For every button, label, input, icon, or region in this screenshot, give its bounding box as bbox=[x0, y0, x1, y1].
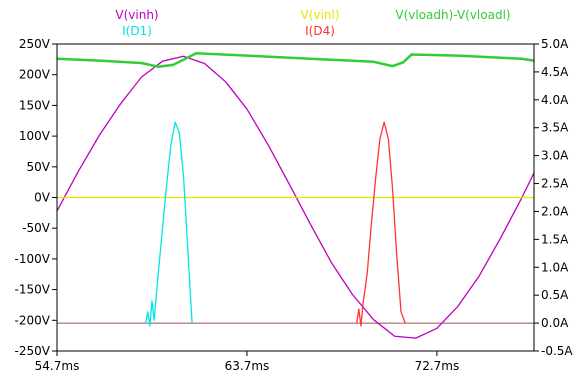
legend-entry-v-vinh: V(vinh) bbox=[115, 8, 158, 22]
left-tick-label: 200V bbox=[19, 68, 51, 82]
right-axis: 5.0A 4.5A 4.0A 3.5A 3.0A 2.5A 2.0A 1.5A 1.0A 0.5A… bbox=[534, 37, 573, 358]
legend-entry-i-d4: I(D4) bbox=[305, 24, 335, 38]
left-tick-label: 250V bbox=[19, 37, 51, 51]
legend-entry-i-d1: I(D1) bbox=[122, 24, 152, 38]
series-line-i-d1 bbox=[145, 121, 193, 327]
left-tick-label: -200V bbox=[15, 313, 51, 327]
legend-entry-v-vinl: V(vinl) bbox=[301, 8, 340, 22]
right-tick-label: 4.0A bbox=[541, 93, 569, 107]
right-tick-label: 2.5A bbox=[541, 177, 569, 191]
series-line-v-vloadh-v-vloadl bbox=[56, 51, 535, 68]
right-tick-label: 3.5A bbox=[541, 121, 569, 135]
right-tick-label: 0.0A bbox=[541, 316, 569, 330]
right-tick-label: 1.0A bbox=[541, 260, 569, 274]
left-tick-label: -100V bbox=[15, 252, 51, 266]
right-tick-label: -0.5A bbox=[541, 344, 573, 358]
left-tick-label: 100V bbox=[19, 129, 51, 143]
x-tick-label: 63.7ms bbox=[225, 359, 270, 373]
right-tick-label: 5.0A bbox=[541, 37, 569, 51]
left-tick-label: -50V bbox=[22, 221, 51, 235]
right-tick-label: 0.5A bbox=[541, 288, 569, 302]
right-tick-label: 3.0A bbox=[541, 149, 569, 163]
series-line-v-vinh bbox=[56, 55, 535, 339]
left-axis: 250V 200V 150V 100V 50V 0V -50V -100V -150V -200V… bbox=[15, 37, 57, 358]
x-tick-label: 54.7ms bbox=[35, 359, 80, 373]
x-tick-label: 72.7ms bbox=[415, 359, 460, 373]
legend-entry-v-vloadh-v-vloadl: V(vloadh)-V(vloadl) bbox=[395, 8, 510, 22]
left-tick-label: -250V bbox=[15, 344, 51, 358]
right-tick-label: 1.5A bbox=[541, 232, 569, 246]
right-tick-label: 4.5A bbox=[541, 65, 569, 79]
left-tick-label: 150V bbox=[19, 98, 51, 112]
left-tick-label: -150V bbox=[15, 283, 51, 297]
series-layer bbox=[56, 51, 535, 339]
bottom-axis: 54.7ms 63.7ms 72.7ms bbox=[35, 351, 460, 373]
legend: V(vinh) V(vinl) V(vloadh)-V(vloadl) I(D1) I(… bbox=[115, 8, 510, 38]
right-tick-label: 2.0A bbox=[541, 204, 569, 218]
left-tick-label: 50V bbox=[27, 160, 51, 174]
series-line-i-d4 bbox=[356, 121, 406, 327]
left-tick-label: 0V bbox=[34, 191, 51, 205]
